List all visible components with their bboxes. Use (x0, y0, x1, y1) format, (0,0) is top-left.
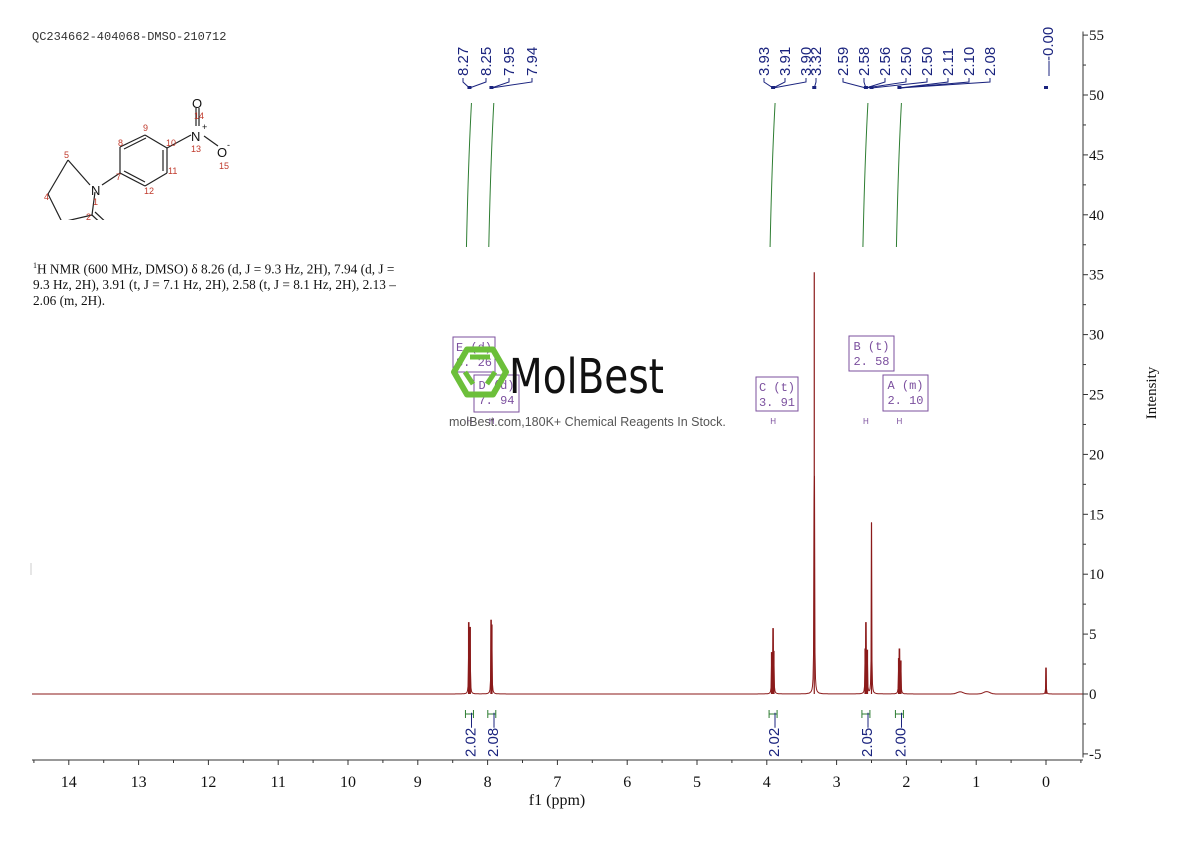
svg-text:5: 5 (64, 150, 69, 160)
x-tick-label: 7 (553, 774, 561, 791)
watermark-brand: MolBest (509, 349, 664, 405)
peak-label: 3.32 (808, 47, 825, 76)
svg-text:+: + (202, 122, 207, 132)
peak-label: 3.91 (777, 47, 794, 76)
peak-label: 7.95 (501, 47, 518, 76)
x-tick-label: 5 (693, 774, 701, 791)
watermark-tagline: molBest.com,180K+ Chemical Reagents In S… (449, 415, 726, 429)
svg-text:H: H (897, 417, 903, 426)
peak-label: 8.25 (478, 47, 495, 76)
svg-text:10: 10 (166, 138, 176, 148)
integral-value: 2.08— (485, 713, 502, 757)
x-axis: 14 13 12 11 10 9 8 7 6 5 4 3 2 1 0f1 (ppm) (32, 759, 1083, 809)
y-tick-label: -5 (1089, 747, 1102, 763)
x-tick-label: 0 (1042, 774, 1050, 791)
peak-label: 2.50 (919, 47, 936, 76)
svg-text:2. 10: 2. 10 (887, 394, 923, 408)
integral-value: 2.02— (462, 713, 479, 757)
y-tick-label: 20 (1089, 447, 1104, 463)
y-tick-label: 10 (1089, 567, 1104, 583)
spectrum-trace (32, 475, 1083, 695)
y-tick-label: 50 (1089, 88, 1104, 104)
sample-id: QC234662-404068-DMSO-210712 (32, 30, 227, 44)
y-tick-label: 15 (1089, 507, 1104, 523)
svg-text:15: 15 (219, 161, 229, 171)
peak-label: 2.08 (982, 47, 999, 76)
svg-text:9: 9 (143, 123, 148, 133)
molbest-logo-icon (451, 346, 509, 398)
svg-text:A (m): A (m) (887, 379, 923, 393)
svg-text:2: 2 (86, 212, 91, 220)
peak-label: 3.93 (756, 47, 773, 76)
multiplet-box-C: C (t)3. 91 H (755, 376, 799, 426)
svg-text:-: - (227, 140, 230, 150)
y-tick-label: 40 (1089, 208, 1104, 224)
svg-text:H: H (863, 417, 869, 426)
svg-text:8: 8 (118, 138, 123, 148)
svg-text:4: 4 (44, 192, 49, 202)
peak-label: 2.56 (877, 47, 894, 76)
svg-text:7: 7 (116, 172, 121, 182)
svg-text:C (t): C (t) (759, 381, 795, 395)
peak-label: —-0.00 (1040, 27, 1057, 76)
svg-text:12: 12 (144, 186, 154, 196)
y-tick-label: 55 (1089, 28, 1104, 44)
y-axis: -5 0 5 10 15 20 25 30 35 40 45 50 55 Intensity (1082, 28, 1160, 763)
peak-label: 2.11 (940, 48, 957, 76)
x-tick-label: 10 (340, 774, 356, 791)
peak-labels: 8.27 8.25 7.95 7.94 3.93 3.91 3.903.32 2.59 2.58… (455, 27, 1057, 89)
svg-text:H: H (770, 417, 776, 426)
y-axis-title: Intensity (1144, 366, 1160, 419)
svg-text:13: 13 (191, 144, 201, 154)
chemical-structure: N O N + O O - 1 2 3 4 5 6 7 8 9 10 11 12… (44, 96, 230, 220)
x-tick-label: 6 (623, 774, 631, 791)
integral-value: 2.02— (766, 713, 783, 757)
y-tick-label: 25 (1089, 388, 1104, 404)
atom-O14: O (192, 96, 202, 111)
peak-label: 7.94 (524, 47, 541, 76)
integral-value: 2.05— (859, 713, 876, 757)
multiplet-box-B: B (t)2. 58 H (848, 335, 895, 426)
y-tick-label: 35 (1089, 268, 1104, 284)
nmr-description: 1H NMR (600 MHz, DMSO) δ 8.26 (d, J = 9.… (33, 261, 396, 309)
svg-text:H: H (489, 417, 495, 426)
x-axis-title: f1 (ppm) (529, 792, 585, 809)
y-tick-label: 45 (1089, 148, 1104, 164)
peak-label: 2.10 (961, 47, 978, 76)
multiplet-box-A: A (m)2. 10 H (882, 374, 929, 426)
x-tick-label: 3 (833, 774, 841, 791)
x-tick-label: 13 (131, 774, 147, 791)
svg-text:3. 91: 3. 91 (759, 396, 795, 410)
peak-label: 3.90 (798, 47, 815, 76)
x-tick-label: 8 (484, 774, 492, 791)
svg-text:2. 58: 2. 58 (853, 355, 889, 369)
integral-curves: 2.02— 2.08— 2.02— 2.05— 2.00— (462, 102, 909, 757)
y-tick-label: 30 (1089, 328, 1104, 344)
peak-label: 2.59 (835, 47, 852, 76)
peak-label: 2.58 (856, 47, 873, 76)
atom-N13: N (191, 129, 200, 144)
svg-text:14: 14 (194, 111, 204, 121)
watermark: MolBest molBest.com,180K+ Chemical Reagen… (449, 346, 726, 429)
atom-O15: O (217, 145, 227, 160)
x-tick-label: 11 (270, 774, 285, 791)
x-tick-label: 14 (61, 774, 77, 791)
atom-N1: N (91, 183, 100, 198)
x-tick-label: 9 (414, 774, 422, 791)
peak-label: 8.27 (455, 47, 472, 76)
integral-value: 2.00— (892, 713, 909, 757)
svg-text:B (t): B (t) (853, 340, 889, 354)
x-tick-label: 2 (902, 774, 910, 791)
x-tick-label: 1 (972, 774, 980, 791)
x-tick-label: 12 (200, 774, 216, 791)
y-tick-label: 0 (1089, 687, 1097, 703)
y-tick-label: 5 (1089, 627, 1097, 643)
svg-text:H: H (467, 417, 473, 426)
svg-text:1: 1 (93, 197, 98, 207)
svg-text:11: 11 (168, 166, 177, 176)
x-tick-label: 4 (763, 774, 771, 791)
peak-label: 2.50 (898, 47, 915, 76)
